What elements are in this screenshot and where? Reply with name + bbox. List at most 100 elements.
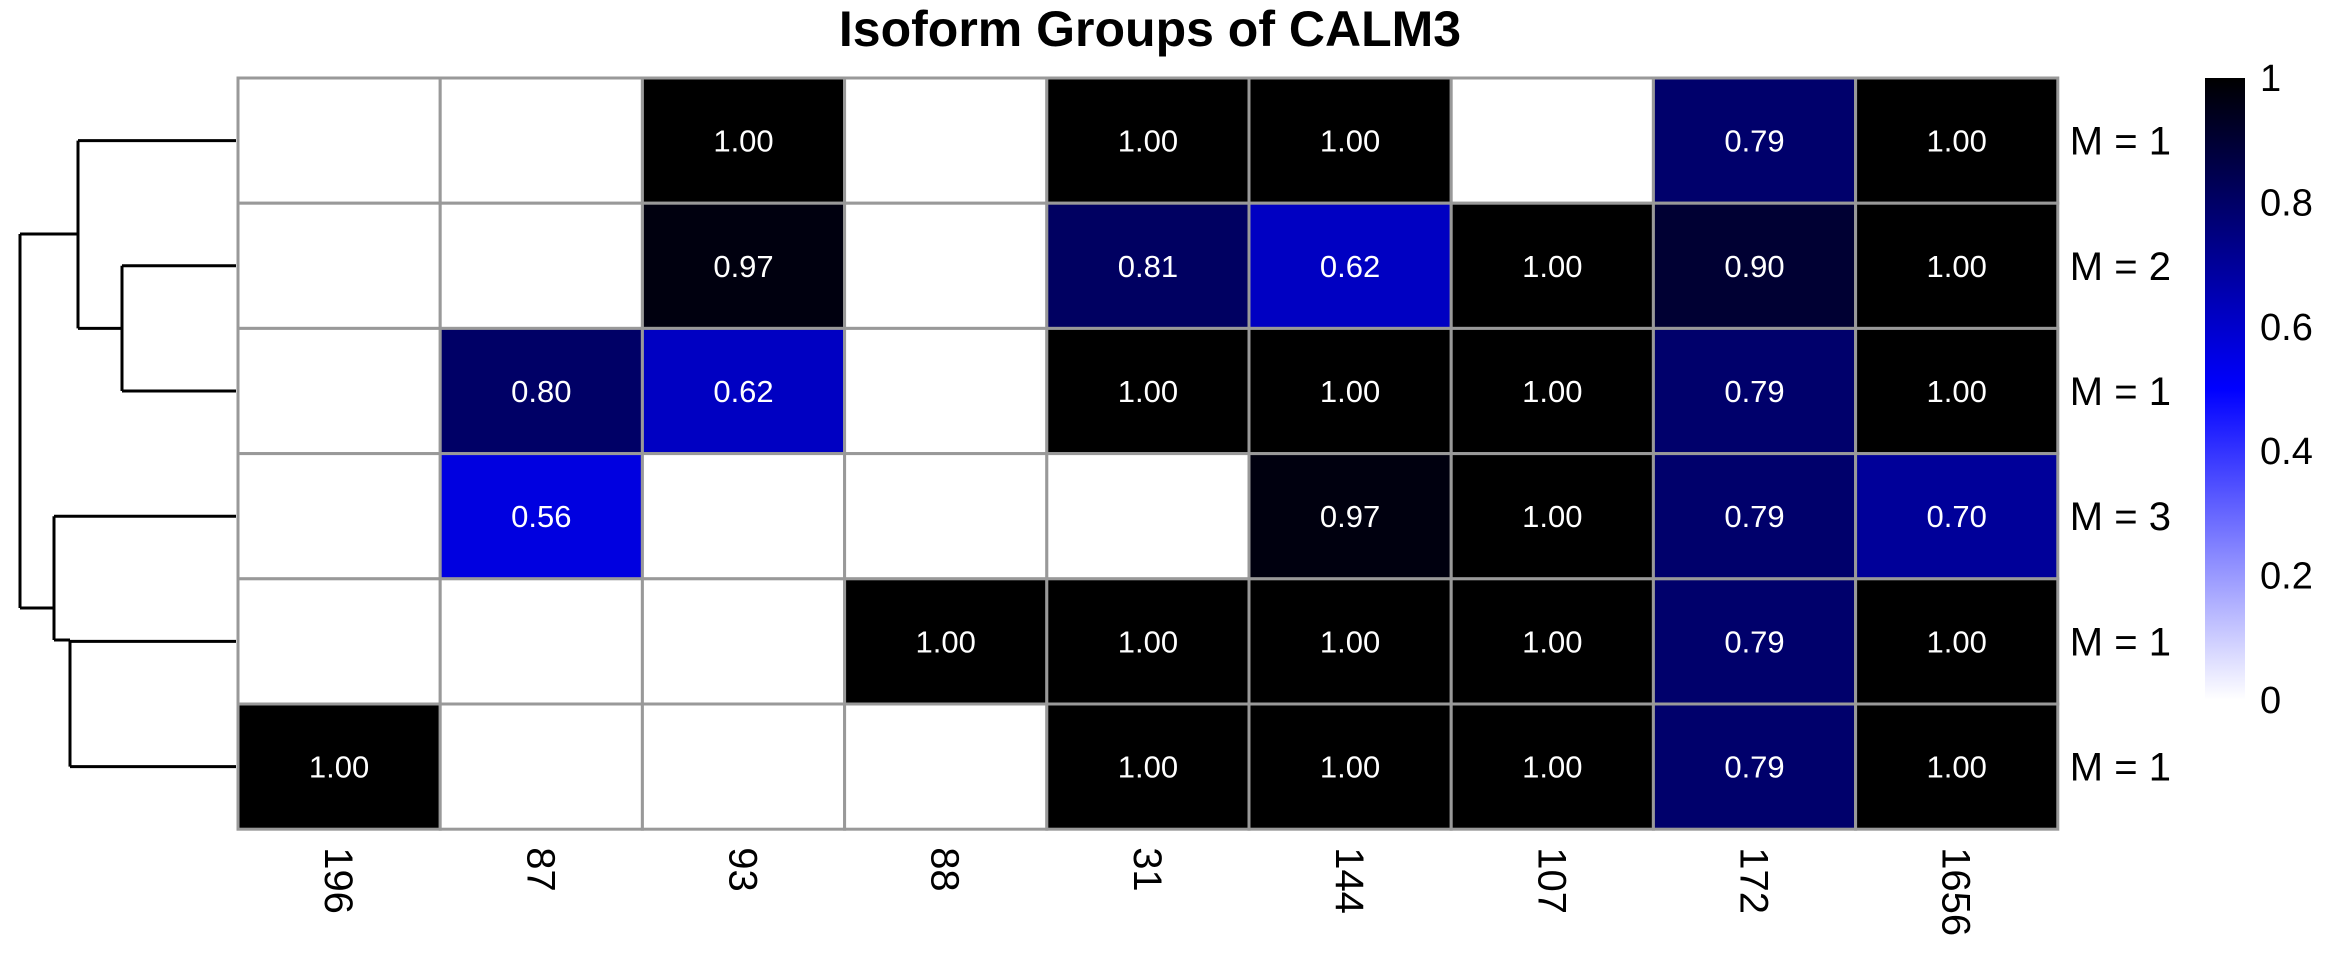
row-label: M = 1 [2070, 746, 2171, 790]
heatmap-cell [1854, 702, 2060, 831]
heatmap-cell [438, 326, 644, 456]
column-label: 88 [923, 847, 967, 892]
column-label: 31 [1125, 847, 1169, 892]
cell-value-label: 0.62 [1320, 249, 1380, 284]
cell-value-label: 1.00 [1320, 374, 1380, 409]
chart-title: Isoform Groups of CALM3 [839, 1, 1461, 57]
heatmap-cell [843, 201, 1049, 330]
heatmap-cell [236, 452, 442, 581]
heatmap-cell [438, 452, 644, 581]
cell-value-label: 1.00 [1118, 374, 1178, 409]
column-label: 172 [1732, 847, 1776, 914]
cell-value-label: 1.00 [1927, 249, 1987, 284]
legend-tick-label: 0.2 [2260, 556, 2313, 598]
cell-value-label: 0.79 [1724, 499, 1784, 534]
cell-value-label: 1.00 [1522, 750, 1582, 785]
legend-tick-label: 0 [2260, 680, 2281, 722]
heatmap-cell [1854, 452, 2060, 581]
row-dendrogram [18, 139, 236, 769]
heatmap-cell [640, 76, 847, 205]
heatmap-cell [438, 702, 644, 831]
cell-value-label: 0.79 [1724, 624, 1784, 659]
cell-value-label: 1.00 [1522, 624, 1582, 659]
heatmap-cell [438, 577, 644, 706]
cell-value-label: 1.00 [713, 124, 773, 159]
legend-tick-label: 0.4 [2260, 431, 2313, 473]
column-label: 196 [316, 847, 360, 914]
cell-value-label: 0.97 [713, 249, 773, 284]
cell-value-label: 1.00 [1522, 374, 1582, 409]
heatmap-cell [1854, 201, 2060, 330]
heatmap-cell [1854, 577, 2060, 706]
row-label: M = 1 [2070, 370, 2171, 414]
heatmap-cell [1651, 577, 1858, 706]
cell-value-label: 0.79 [1724, 750, 1784, 785]
heatmap-cell [843, 702, 1049, 831]
row-label: M = 1 [2070, 120, 2171, 164]
legend-tick-label: 0.6 [2260, 307, 2313, 349]
heatmap-cell [1449, 577, 1655, 706]
heatmap-cell [1045, 702, 1251, 831]
heatmap-cell [1045, 577, 1251, 706]
heatmap-cell [1045, 76, 1251, 205]
cell-value-label: 1.00 [309, 750, 369, 785]
heatmap-cell [640, 577, 847, 706]
row-label: M = 2 [2070, 245, 2171, 289]
row-labels: M = 1 M = 2 M = 1 M = 3 M = 1 M = 1 [2070, 120, 2171, 790]
cell-value-label: 0.79 [1724, 374, 1784, 409]
color-legend: 0 0.2 0.4 0.6 0.8 1 [2205, 58, 2313, 722]
cell-value-label: 1.00 [1927, 750, 1987, 785]
cell-value-label: 0.81 [1118, 249, 1178, 284]
column-label: 144 [1327, 847, 1371, 914]
cell-value-label: 1.00 [1320, 624, 1380, 659]
heatmap-cell [1045, 326, 1251, 456]
heatmap-cell [1045, 452, 1251, 581]
heatmap-cell [1247, 201, 1453, 330]
cell-value-label: 1.00 [1927, 374, 1987, 409]
heatmap-cell [843, 452, 1049, 581]
heatmap-cell [1854, 326, 2060, 456]
cell-value-label: 1.00 [1118, 124, 1178, 159]
cell-value-label: 0.79 [1724, 124, 1784, 159]
heatmap-cell [640, 201, 847, 330]
heatmap-cell [236, 76, 442, 205]
heatmap-cell [843, 76, 1049, 205]
cell-value-label: 0.70 [1927, 499, 1987, 534]
cell-value-label: 1.00 [916, 624, 976, 659]
heatmap-cell [1449, 452, 1655, 581]
heatmap-cells: 1.00 1.00 1.00 0.79 1.00 0.97 0.81 0.62 1.00 0.90… [236, 76, 2060, 831]
cell-value-label: 1.00 [1522, 249, 1582, 284]
heatmap-cell [843, 326, 1049, 456]
heatmap-cell [640, 452, 847, 581]
row-label: M = 1 [2070, 620, 2171, 664]
legend-tick-label: 0.8 [2260, 182, 2313, 224]
heatmap-cell [1449, 76, 1655, 205]
column-label: 107 [1529, 847, 1573, 914]
cell-value-label: 0.97 [1320, 499, 1380, 534]
cell-value-label: 1.00 [1927, 124, 1987, 159]
heatmap-cell [1449, 326, 1655, 456]
legend-tick-label: 1 [2260, 58, 2281, 100]
heatmap-cell [1651, 702, 1858, 831]
cell-value-label: 1.00 [1118, 750, 1178, 785]
column-label: 1656 [1934, 847, 1978, 936]
heatmap-cell [236, 577, 442, 706]
row-label: M = 3 [2070, 495, 2171, 539]
legend-color-bar [2205, 78, 2245, 700]
heatmap-cell [1651, 326, 1858, 456]
column-labels: 196 87 93 88 31 144 107 172 1656 [316, 847, 1978, 936]
heatmap-cell [1247, 452, 1453, 581]
heatmap-cell [1247, 76, 1453, 205]
heatmap-cell [236, 201, 442, 330]
cell-value-label: 1.00 [1118, 624, 1178, 659]
cell-value-label: 0.90 [1724, 249, 1784, 284]
cell-value-label: 1.00 [1320, 750, 1380, 785]
heatmap-cell [1651, 201, 1858, 330]
column-label: 93 [721, 847, 765, 892]
heatmap-cell [438, 201, 644, 330]
heatmap-cell [640, 702, 847, 831]
heatmap-cell [438, 76, 644, 205]
cell-value-label: 0.80 [511, 374, 571, 409]
heatmap-cell [236, 326, 442, 456]
